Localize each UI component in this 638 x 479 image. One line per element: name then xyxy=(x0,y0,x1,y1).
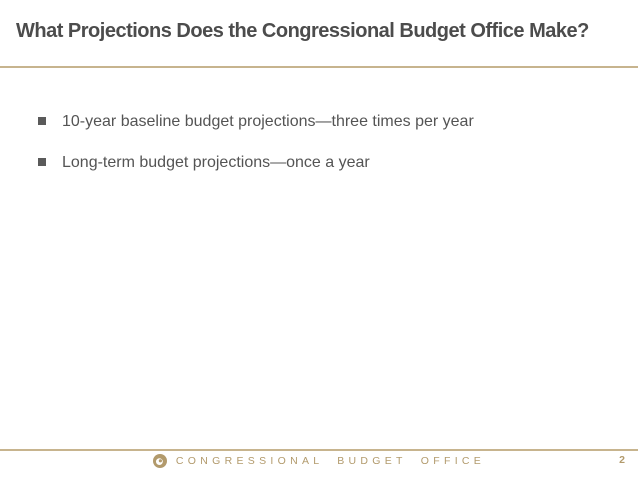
bullet-text: 10-year baseline budget projections—thre… xyxy=(62,113,474,130)
title-divider xyxy=(0,66,638,68)
square-bullet-icon xyxy=(38,158,46,166)
square-bullet-icon xyxy=(38,117,46,125)
list-item: 10-year baseline budget projections—thre… xyxy=(38,112,474,131)
footer-divider xyxy=(0,449,638,451)
page-number: 2 xyxy=(619,454,625,466)
list-item: Long-term budget projections—once a year xyxy=(38,153,474,172)
page-title: What Projections Does the Congressional … xyxy=(16,20,589,42)
bullet-list: 10-year baseline budget projections—thre… xyxy=(38,112,474,194)
bullet-text: Long-term budget projections—once a year xyxy=(62,154,370,171)
cbo-eagle-logo-icon xyxy=(152,454,167,468)
footer-organization-label: CONGRESSIONAL BUDGET OFFICE xyxy=(175,455,486,467)
footer: CONGRESSIONAL BUDGET OFFICE xyxy=(0,453,638,469)
